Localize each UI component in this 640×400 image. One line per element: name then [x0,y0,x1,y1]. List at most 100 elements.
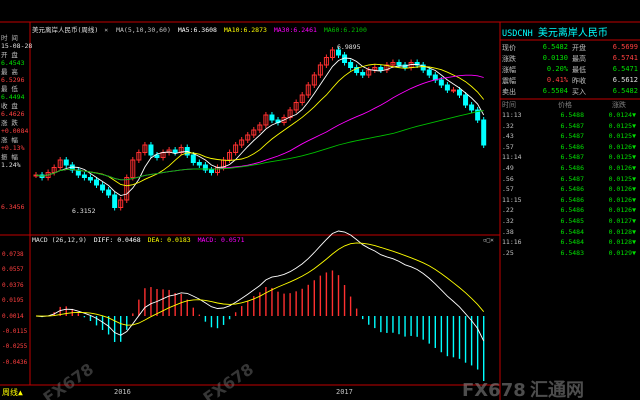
candle-body [463,94,469,106]
tick-time: .49 [502,164,514,172]
tick-row: .22 6.5486 0.0126▼ [500,206,640,217]
candle-body [269,114,275,121]
period-selector[interactable]: 周线▲ [2,388,23,397]
candle-body [136,152,142,161]
tick-change: 0.0128▼ [608,227,636,236]
candle-body [469,104,475,111]
tick-row: .43 6.5487 0.0125▼ [500,132,640,143]
title-bar-bg [0,0,640,22]
tick-row: .38 6.5484 0.0128▼ [500,228,640,239]
tick-change: 0.0125▼ [608,153,636,162]
macd-axis-label: 0.0014 [2,312,24,320]
tick-price: 6.5484 [560,227,584,236]
low-label: 最 低 [1,85,18,93]
tick-price: 6.5486 [560,164,584,172]
candle-body [317,64,323,76]
tick-time: .57 [502,142,514,151]
macd-axis-label: -0.0436 [2,358,28,366]
tick-header-change: 涨跌 [612,101,626,109]
low-marker-label: 6.3152 [72,207,96,215]
candle-body [57,159,63,168]
bar-info-panel: 时 间 15-08-28 开 盘 6.4543 最 高 6.5296 最 低 6… [0,22,33,240]
tick-change: 0.0126▼ [608,142,636,151]
quote-label: 涨跌 [502,55,516,63]
tick-row: .32 6.5485 0.0127▼ [500,217,640,228]
ma30-value: MA30:6.2461 [273,26,317,34]
axis-low-value: 6.3456 [1,203,25,211]
candle-body [87,177,93,181]
quote-symbol: USDCNH [502,29,533,39]
tick-header-price: 价格 [558,101,572,109]
tick-price: 6.5486 [560,206,584,215]
tick-price: 6.5484 [560,238,584,247]
tick-price: 6.5487 [560,121,584,130]
candle-body [348,62,354,68]
tick-row: .56 6.5487 0.0125▼ [500,175,640,186]
candle-body [124,177,130,201]
macd-lines [35,230,485,342]
candle-body [384,64,390,71]
candle-body [166,149,172,153]
quote-value: 0.20% [546,65,568,73]
tick-change: 0.0126▼ [608,164,636,172]
candle-body [118,199,124,208]
tick-time: .38 [502,227,514,236]
candle-body [414,62,420,66]
high-value: 6.5296 [1,76,25,84]
candlestick-series [33,47,487,211]
tick-time: .43 [502,132,514,141]
tick-change: 0.0129▼ [608,248,636,257]
candle-body [426,69,432,76]
chart-close-icon[interactable]: × [104,26,109,34]
tick-time: .32 [502,217,514,225]
ma5-value: MA5:6.3608 [177,26,217,34]
candle-body [457,89,462,96]
quote-value: 6.5482 [542,43,568,51]
tick-row: .57 6.5486 0.0126▼ [500,143,640,154]
tick-time: 11:14 [502,153,522,162]
tick-price: 6.5487 [560,132,584,141]
low-value: 6.4494 [1,93,25,101]
time-value: 15-08-28 [1,42,33,50]
pct-label: 涨 幅 [1,136,18,144]
dea-line [35,242,485,326]
candle-body [148,144,154,156]
macd-header-row: MACD (26,12,9) DIFF: 0.0468 DEA: 0.0183 … [32,236,245,244]
tick-header-time: 时间 [502,101,516,109]
quote-row: 卖出 6.5504 买入 6.5482 [500,87,640,97]
candle-body [178,147,184,153]
tick-price: 6.5487 [560,174,584,183]
panel-controls-icon[interactable]: ▫□× [483,237,494,244]
tick-price: 6.5485 [560,217,584,225]
candle-body [245,134,251,141]
candle-body [63,159,69,166]
candle-body [154,154,160,158]
tick-row: 11:14 6.5487 0.0125▼ [500,153,640,164]
candle-body [239,139,245,146]
candle-body [227,152,233,161]
tick-price: 6.5488 [560,111,584,119]
quote-value: 0.41% [546,76,568,84]
candle-body [396,62,402,66]
brand-logo: FX678 汇通网 [462,376,584,400]
candle-body [81,174,87,178]
chart-title-row: 美元离岸人民币(周线) × MA(5,10,30,60) MA5:6.3608 … [32,24,367,34]
tick-change: 0.0126▼ [608,185,636,194]
candle-body [329,49,335,58]
quote-value: 0.0130 [542,54,568,62]
tick-row: 11:13 6.5488 0.0124▼ [500,111,640,122]
high-marker-label: 6.9895 [337,43,361,51]
candle-body [233,144,239,153]
candle-body [51,167,57,173]
tick-time: .22 [502,206,514,215]
quote-label: 买入 [572,88,586,96]
candle-body [257,124,263,131]
candle-body [281,117,287,123]
close-value: 6.4626 [1,110,25,118]
macd-axis-label: -0.0115 [2,328,28,335]
tick-change: 0.0126▼ [608,195,636,204]
quote-label: 震幅 [502,77,516,85]
candle-body [420,64,426,71]
ma60-value: MA60:6.2100 [323,26,367,34]
